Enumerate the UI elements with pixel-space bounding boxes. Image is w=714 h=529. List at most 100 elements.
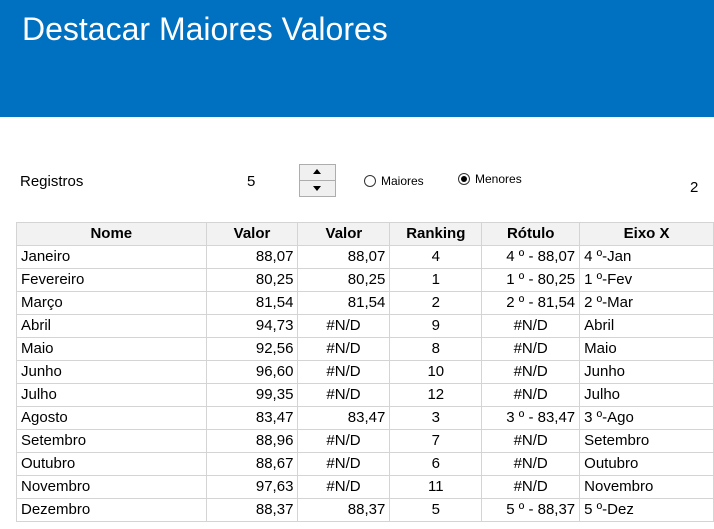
- cell-valor[interactable]: 97,63: [205, 475, 299, 499]
- col-eixo-x[interactable]: Eixo X: [579, 222, 714, 246]
- radio-menores-label: Menores: [475, 172, 522, 186]
- cell-valor[interactable]: 88,07: [205, 245, 299, 269]
- radio-selected-icon: [458, 173, 470, 185]
- cell-valor-filtered[interactable]: #N/D: [297, 360, 391, 384]
- cell-rotulo[interactable]: 4 º - 88,07: [481, 245, 581, 269]
- cell-valor-filtered[interactable]: #N/D: [297, 383, 391, 407]
- page-title: Destacar Maiores Valores: [22, 11, 388, 47]
- table-row: Fevereiro 80,25 80,25 1 1 º - 80,25 1 º-Fev: [16, 268, 714, 292]
- table-row: Maio 92,56 #N/D 8 #N/D Maio: [16, 337, 714, 361]
- data-table: Nome Valor Valor Ranking Rótulo Eixo X J…: [16, 222, 714, 522]
- cell-valor[interactable]: 92,56: [205, 337, 299, 361]
- cell-rotulo[interactable]: #N/D: [481, 452, 581, 476]
- radio-circle-icon: [364, 175, 376, 187]
- cell-valor-filtered[interactable]: #N/D: [297, 337, 391, 361]
- cell-rotulo[interactable]: 3 º - 83,47: [481, 406, 581, 430]
- cell-valor-filtered[interactable]: 83,47: [297, 406, 391, 430]
- cell-valor[interactable]: 88,37: [205, 498, 299, 522]
- registros-label: Registros: [20, 173, 84, 190]
- cell-nome[interactable]: Outubro: [16, 452, 207, 476]
- cell-ranking[interactable]: 3: [389, 406, 483, 430]
- cell-nome[interactable]: Março: [16, 291, 207, 315]
- registros-spinner[interactable]: [299, 164, 336, 197]
- table-row: Abril 94,73 #N/D 9 #N/D Abril: [16, 314, 714, 338]
- col-valor-filtered[interactable]: Valor: [297, 222, 391, 246]
- col-ranking[interactable]: Ranking: [389, 222, 483, 246]
- cell-nome[interactable]: Dezembro: [16, 498, 207, 522]
- cell-rotulo[interactable]: 2 º - 81,54: [481, 291, 581, 315]
- cell-valor-filtered[interactable]: 81,54: [297, 291, 391, 315]
- triangle-up-icon: [313, 169, 321, 174]
- cell-eixo-x[interactable]: Outubro: [579, 452, 714, 476]
- spin-down-button[interactable]: [300, 181, 335, 196]
- cell-eixo-x[interactable]: Abril: [579, 314, 714, 338]
- cell-nome[interactable]: Setembro: [16, 429, 207, 453]
- cell-eixo-x[interactable]: Novembro: [579, 475, 714, 499]
- cell-ranking[interactable]: 12: [389, 383, 483, 407]
- cell-nome[interactable]: Agosto: [16, 406, 207, 430]
- cell-valor-filtered[interactable]: #N/D: [297, 452, 391, 476]
- cell-ranking[interactable]: 7: [389, 429, 483, 453]
- cell-valor[interactable]: 88,96: [205, 429, 299, 453]
- cell-ranking[interactable]: 6: [389, 452, 483, 476]
- cell-nome[interactable]: Junho: [16, 360, 207, 384]
- cell-ranking[interactable]: 10: [389, 360, 483, 384]
- table-row: Junho 96,60 #N/D 10 #N/D Junho: [16, 360, 714, 384]
- cell-valor-filtered[interactable]: #N/D: [297, 475, 391, 499]
- cell-nome[interactable]: Janeiro: [16, 245, 207, 269]
- cell-eixo-x[interactable]: Maio: [579, 337, 714, 361]
- table-row: Novembro 97,63 #N/D 11 #N/D Novembro: [16, 475, 714, 499]
- cell-rotulo[interactable]: #N/D: [481, 337, 581, 361]
- cell-ranking[interactable]: 5: [389, 498, 483, 522]
- table-row: Janeiro 88,07 88,07 4 4 º - 88,07 4 º-Jan: [16, 245, 714, 269]
- cell-eixo-x[interactable]: 1 º-Fev: [579, 268, 714, 292]
- cell-rotulo[interactable]: #N/D: [481, 314, 581, 338]
- cell-nome[interactable]: Julho: [16, 383, 207, 407]
- cell-rotulo[interactable]: 1 º - 80,25: [481, 268, 581, 292]
- cell-valor[interactable]: 99,35: [205, 383, 299, 407]
- col-valor[interactable]: Valor: [205, 222, 299, 246]
- cell-nome[interactable]: Fevereiro: [16, 268, 207, 292]
- cell-ranking[interactable]: 11: [389, 475, 483, 499]
- cell-eixo-x[interactable]: 4 º-Jan: [579, 245, 714, 269]
- cell-nome[interactable]: Novembro: [16, 475, 207, 499]
- cell-rotulo[interactable]: #N/D: [481, 475, 581, 499]
- cell-ranking[interactable]: 9: [389, 314, 483, 338]
- cell-ranking[interactable]: 8: [389, 337, 483, 361]
- cell-valor[interactable]: 81,54: [205, 291, 299, 315]
- cell-rotulo[interactable]: #N/D: [481, 383, 581, 407]
- cell-rotulo[interactable]: #N/D: [481, 429, 581, 453]
- cell-valor[interactable]: 94,73: [205, 314, 299, 338]
- cell-valor-filtered[interactable]: 88,07: [297, 245, 391, 269]
- cell-rotulo[interactable]: #N/D: [481, 360, 581, 384]
- linked-cell-value: 2: [690, 179, 699, 196]
- radio-maiores-label: Maiores: [381, 174, 424, 188]
- cell-ranking[interactable]: 2: [389, 291, 483, 315]
- cell-nome[interactable]: Abril: [16, 314, 207, 338]
- cell-nome[interactable]: Maio: [16, 337, 207, 361]
- cell-eixo-x[interactable]: Setembro: [579, 429, 714, 453]
- cell-ranking[interactable]: 1: [389, 268, 483, 292]
- cell-valor-filtered[interactable]: #N/D: [297, 429, 391, 453]
- cell-valor[interactable]: 96,60: [205, 360, 299, 384]
- col-rotulo[interactable]: Rótulo: [481, 222, 581, 246]
- cell-valor[interactable]: 80,25: [205, 268, 299, 292]
- col-nome[interactable]: Nome: [16, 222, 207, 246]
- cell-rotulo[interactable]: 5 º - 88,37: [481, 498, 581, 522]
- cell-valor-filtered[interactable]: 80,25: [297, 268, 391, 292]
- radio-menores[interactable]: Menores: [458, 171, 522, 187]
- cell-valor[interactable]: 88,67: [205, 452, 299, 476]
- cell-ranking[interactable]: 4: [389, 245, 483, 269]
- cell-eixo-x[interactable]: 2 º-Mar: [579, 291, 714, 315]
- table-row: Agosto 83,47 83,47 3 3 º - 83,47 3 º-Ago: [16, 406, 714, 430]
- spin-up-button[interactable]: [300, 165, 335, 181]
- registros-value[interactable]: 5: [247, 173, 256, 190]
- cell-valor[interactable]: 83,47: [205, 406, 299, 430]
- cell-valor-filtered[interactable]: 88,37: [297, 498, 391, 522]
- cell-eixo-x[interactable]: Junho: [579, 360, 714, 384]
- cell-eixo-x[interactable]: 3 º-Ago: [579, 406, 714, 430]
- radio-maiores[interactable]: Maiores: [364, 173, 424, 189]
- cell-eixo-x[interactable]: Julho: [579, 383, 714, 407]
- cell-valor-filtered[interactable]: #N/D: [297, 314, 391, 338]
- cell-eixo-x[interactable]: 5 º-Dez: [579, 498, 714, 522]
